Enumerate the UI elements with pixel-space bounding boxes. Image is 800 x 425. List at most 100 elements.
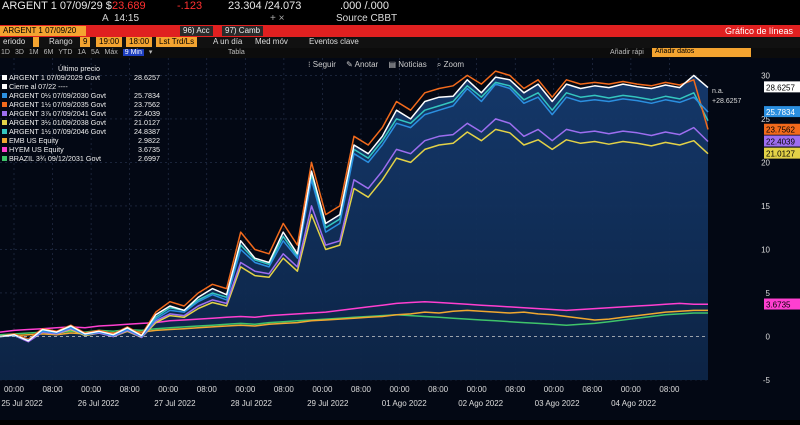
value-tag bbox=[764, 298, 800, 310]
annotate-icon: ✎ bbox=[346, 60, 353, 69]
x-date-label: 28 Jul 2022 bbox=[231, 399, 273, 408]
legend-value: 24.8387 bbox=[134, 127, 160, 136]
interval-option[interactable]: 1A bbox=[77, 49, 86, 56]
legend-label: ARGENT 3½ 01/09/2038 Govt bbox=[9, 118, 106, 127]
interval-option[interactable]: 3D bbox=[14, 49, 24, 56]
x-axis: 00:00 08:00 00:00 08:00 00:00 08:00 00:00 08:00… bbox=[1, 385, 680, 408]
actions-menu[interactable]: 96) Acc bbox=[180, 26, 213, 36]
security-ticker: ARGENT 1 07/09/29 $ bbox=[2, 0, 112, 12]
interval-option[interactable]: Máx bbox=[104, 49, 118, 56]
legend-value: 21.0127 bbox=[134, 118, 160, 127]
end-time[interactable]: 18:00 bbox=[126, 37, 153, 47]
quick-add-button[interactable]: Añadir rápi bbox=[610, 49, 644, 56]
x-tick-label: 00:00 bbox=[390, 385, 411, 394]
table-button[interactable]: Tabla bbox=[228, 49, 245, 56]
x-date-label: 25 Jul 2022 bbox=[1, 399, 43, 408]
legend-item[interactable]: ARGENT 1½ 07/09/2046 Govt 24.8387 bbox=[2, 127, 160, 136]
legend-label: BRAZIL 3¾ 09/12/2031 Govt bbox=[9, 154, 102, 163]
legend-item[interactable]: ARGENT 3½ 01/09/2038 Govt 21.0127 bbox=[2, 118, 160, 127]
legend-header: Último precio bbox=[58, 64, 100, 73]
price-source: Source CBBT bbox=[336, 13, 398, 24]
x-tick-label: 08:00 bbox=[659, 385, 680, 394]
range-bar: eriodo Rango 9 19:00 18:00 Lst Trd/Ls A … bbox=[0, 37, 800, 48]
x-tick-label: 00:00 bbox=[544, 385, 565, 394]
value-tag-label: 21.0127 bbox=[766, 150, 795, 159]
y-tick-label: -5 bbox=[763, 376, 771, 385]
y-tick-label: 30 bbox=[761, 71, 770, 80]
change-menu[interactable]: 97) Camb bbox=[222, 26, 264, 36]
legend-swatch bbox=[2, 138, 7, 143]
legend-label: ARGENT 1 07/09/2029 Govt bbox=[9, 73, 100, 82]
quote-subbar: A 14:15 + × Source CBBT bbox=[0, 13, 800, 25]
legend-item[interactable]: EMB US Equity 2.9822 bbox=[2, 136, 160, 145]
legend-item[interactable]: ARGENT 0½ 07/09/2030 Govt 25.7834 bbox=[2, 91, 160, 100]
na-annotation: n.a. bbox=[712, 88, 724, 95]
interval-option[interactable]: 1D bbox=[1, 49, 10, 56]
x-date-label: 01 Ago 2022 bbox=[382, 399, 427, 408]
legend-swatch bbox=[2, 102, 7, 107]
interval-option[interactable]: YTD bbox=[58, 49, 73, 56]
value-tag bbox=[764, 81, 800, 93]
x-tick-label: 00:00 bbox=[158, 385, 179, 394]
x-tick-label: 08:00 bbox=[582, 385, 603, 394]
annotate-button[interactable]: Anotar bbox=[354, 60, 379, 69]
chart-title: Gráfico de líneas bbox=[724, 26, 793, 36]
legend-label: ARGENT 0½ 07/09/2030 Govt bbox=[9, 91, 106, 100]
x-date-label: 26 Jul 2022 bbox=[78, 399, 120, 408]
x-tick-label: 08:00 bbox=[43, 385, 64, 394]
legend-item[interactable]: Cierre al 07/22 ---- bbox=[2, 82, 160, 91]
legend-label: ARGENT 1½ 07/09/2035 Govt bbox=[9, 100, 106, 109]
key-events-toggle[interactable]: Eventos clave bbox=[309, 37, 359, 46]
x-tick-label: 00:00 bbox=[312, 385, 333, 394]
legend-item[interactable]: ARGENT 3⅞ 07/09/2041 Govt 22.4039 bbox=[2, 109, 160, 118]
interval-option[interactable]: 5A bbox=[90, 49, 100, 56]
interval-option[interactable]: 9 Min bbox=[122, 49, 144, 56]
series-line bbox=[0, 312, 708, 336]
add-data-field[interactable]: Añadir datos bbox=[652, 48, 751, 57]
interval-option[interactable]: 1M bbox=[28, 49, 39, 56]
news-button[interactable]: Noticias bbox=[398, 60, 427, 69]
interval-option[interactable]: 6M bbox=[43, 49, 54, 56]
legend-item[interactable]: HYEM US Equity 3.6735 bbox=[2, 145, 160, 154]
security-field[interactable]: ARGENT 1 07/09/20 bbox=[0, 26, 86, 36]
value-tag bbox=[764, 106, 800, 118]
sub-label: A bbox=[102, 13, 109, 24]
legend-value: 3.6735 bbox=[138, 145, 160, 154]
moving-average-toggle[interactable]: Med móv bbox=[255, 37, 288, 46]
bid-ask: 23.304 /24.073 bbox=[228, 0, 302, 12]
one-day-toggle[interactable]: A un día bbox=[213, 37, 243, 46]
legend-swatch bbox=[2, 129, 7, 134]
series-lines bbox=[0, 70, 709, 343]
value-tag-label: 25.7834 bbox=[766, 108, 795, 117]
legend-label: ARGENT 3⅞ 07/09/2041 Govt bbox=[9, 109, 106, 118]
price-change: -.123 bbox=[177, 0, 203, 12]
legend-swatch bbox=[2, 84, 7, 89]
series-line bbox=[0, 74, 709, 342]
range-label: Rango bbox=[49, 37, 73, 46]
x-date-label: 29 Jul 2022 bbox=[307, 399, 349, 408]
legend-label: Cierre al 07/22 ---- bbox=[9, 82, 68, 91]
x-tick-label: 08:00 bbox=[428, 385, 449, 394]
last-trade-select[interactable]: Lst Trd/Ls bbox=[156, 37, 198, 47]
zoom-button[interactable]: Zoom bbox=[443, 60, 465, 69]
y-tick-label: 25 bbox=[761, 115, 770, 124]
period-field[interactable] bbox=[33, 37, 39, 47]
x-date-label: 03 Ago 2022 bbox=[535, 399, 580, 408]
start-time[interactable]: 19:00 bbox=[96, 37, 123, 47]
quote-bar: ARGENT 1 07/09/29 $ 23.689 -.123 23.304 … bbox=[0, 0, 800, 13]
value-tag bbox=[764, 123, 800, 135]
value-tag-label: 22.4039 bbox=[766, 138, 795, 147]
follow-button[interactable]: Seguir bbox=[312, 60, 336, 69]
legend-item[interactable]: ARGENT 1 07/09/2029 Govt 28.6257 bbox=[2, 73, 160, 82]
area-fill bbox=[0, 75, 708, 381]
legend-item[interactable]: BRAZIL 3¾ 09/12/2031 Govt 2.6997 bbox=[2, 154, 160, 163]
range-field[interactable]: 9 bbox=[80, 37, 91, 47]
legend-value: 28.6257 bbox=[134, 73, 160, 82]
legend-value: 23.7562 bbox=[134, 100, 160, 109]
interval-option[interactable]: ▾ bbox=[148, 49, 153, 56]
legend-item[interactable]: ARGENT 1½ 07/09/2035 Govt 23.7562 bbox=[2, 100, 160, 109]
yield-bid-ask: .000 /.000 bbox=[340, 0, 389, 12]
last-value-annotation: +28.6257 bbox=[712, 98, 742, 105]
value-tag-label: 3.6735 bbox=[766, 301, 791, 310]
legend-swatch bbox=[2, 147, 7, 152]
